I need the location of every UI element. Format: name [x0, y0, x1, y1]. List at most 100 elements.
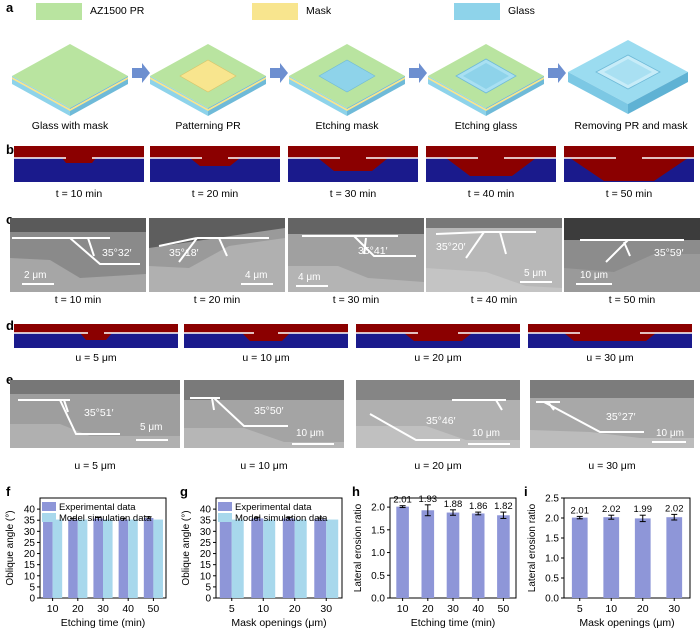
- y-tick-label: 20: [200, 549, 212, 560]
- sem-c-angle-1: 35°32′: [102, 247, 132, 259]
- legend-label: Model simulation data: [235, 513, 328, 524]
- x-tick-label: 20: [422, 603, 434, 615]
- bar: [497, 515, 510, 598]
- sem-e-4: 35°27′ 10 μm: [530, 380, 694, 448]
- bar: [666, 517, 683, 598]
- x-tick-label: 5: [577, 603, 583, 615]
- legend-swatch-mask: [252, 3, 298, 20]
- step-caption-4: Etching glass: [454, 120, 518, 132]
- legend-label-mask: Mask: [306, 5, 332, 17]
- legend-swatch-glass: [454, 3, 500, 20]
- sem-c-angle-2: 35°18′: [169, 247, 199, 259]
- sem-c-caption-4: t = 40 min: [470, 294, 518, 306]
- sem-c-scale-text-5: 10 μm: [580, 270, 608, 281]
- sim-b-3: [288, 146, 418, 182]
- sem-e-caption-3: u = 20 μm: [414, 460, 462, 472]
- block-glass-with-mask: [12, 44, 128, 116]
- sim-b-caption-3: t = 30 min: [329, 188, 377, 200]
- plot-frame: [215, 497, 343, 599]
- x-tick-label: 50: [498, 603, 510, 615]
- sem-e-angle-1: 35°51′: [84, 407, 114, 419]
- sem-c-4: 35°20′ 5 μm: [426, 218, 562, 292]
- sem-e-scale-text-4: 10 μm: [656, 428, 684, 439]
- bar: [396, 506, 409, 598]
- panel-label-d: d: [6, 318, 14, 333]
- data-label: 2.01: [571, 505, 590, 516]
- y-tick-label: 20: [24, 549, 36, 560]
- bar: [421, 510, 435, 598]
- sim-d-1: [14, 324, 178, 348]
- x-axis-label: Etching time (min): [61, 617, 146, 629]
- step-caption-5: Removing PR and mask: [574, 120, 688, 132]
- bar-simulation: [103, 519, 113, 598]
- sim-d-caption-1: u = 5 μm: [75, 352, 117, 364]
- x-tick-label: 20: [637, 603, 649, 615]
- sem-c-caption-2: t = 20 min: [193, 294, 241, 306]
- sim-b-5: [564, 146, 694, 182]
- data-label: 1.86: [469, 501, 488, 512]
- bar-experimental: [219, 518, 232, 598]
- sim-b-caption-1: t = 10 min: [55, 188, 103, 200]
- sim-b-2: [150, 146, 280, 182]
- x-axis-label: Mask openings (μm): [231, 617, 326, 629]
- y-tick-label: 2.5: [545, 494, 559, 505]
- y-tick-label: 5: [205, 582, 211, 593]
- y-tick-label: 25: [200, 538, 212, 549]
- panel-label-h: h: [352, 484, 360, 499]
- block-etching-glass: [428, 44, 544, 116]
- sem-c-caption-5: t = 50 min: [608, 294, 656, 306]
- y-tick-label: 35: [24, 516, 36, 527]
- data-label: 1.82: [494, 501, 513, 512]
- x-tick-label: 30: [320, 603, 332, 615]
- panel-label-c: c: [6, 212, 14, 227]
- sem-c-2: 35°18′ 4 μm: [149, 218, 285, 292]
- legend-label: Experimental data: [235, 502, 312, 513]
- y-tick-label: 0: [205, 594, 211, 605]
- sim-d-caption-2: u = 10 μm: [242, 352, 290, 364]
- bar-experimental: [93, 518, 103, 598]
- y-tick-label: 0.5: [545, 574, 559, 585]
- bar-simulation: [294, 519, 307, 598]
- process-diagram: [12, 40, 688, 116]
- data-label: 2.01: [393, 495, 412, 506]
- sem-c-scale-text-1: 2 μm: [24, 270, 46, 281]
- bar-simulation: [153, 519, 163, 598]
- y-tick-label: 1.5: [545, 534, 559, 545]
- sem-c-angle-3: 35°41′: [358, 245, 388, 257]
- bar-experimental: [68, 519, 78, 598]
- sem-e-scale-text-2: 10 μm: [296, 428, 324, 439]
- sem-e-caption-2: u = 10 μm: [240, 460, 288, 472]
- y-tick-label: 10: [200, 571, 212, 582]
- sim-d-2: [184, 324, 348, 348]
- sem-c-caption-3: t = 30 min: [332, 294, 380, 306]
- x-tick-label: 40: [122, 603, 134, 615]
- sim-b-row: [14, 146, 694, 182]
- bar-simulation: [128, 519, 138, 598]
- sem-e-1: 35°51′ 5 μm: [10, 380, 180, 448]
- bar-simulation: [326, 519, 339, 598]
- y-tick-label: 30: [200, 527, 212, 538]
- legend-label: Model simulation data: [59, 513, 152, 524]
- legend-swatch: [218, 502, 232, 511]
- x-tick-label: 20: [289, 603, 301, 615]
- y-tick-label: 40: [24, 505, 36, 516]
- sim-b-4: [426, 146, 556, 182]
- x-tick-label: 30: [447, 603, 459, 615]
- block-etching-mask: [289, 44, 405, 116]
- sem-c-angle-5: 35°59′: [654, 247, 684, 259]
- panel-label-f: f: [6, 484, 11, 499]
- chart-h: 0.0 0.5 1.0 1.5 2.0 Lateral erosion ratio Etch…: [353, 494, 517, 629]
- data-label: 1.99: [634, 504, 653, 515]
- legend-swatch: [42, 502, 56, 511]
- bar-experimental: [314, 519, 327, 598]
- y-axis-label: Lateral erosion ratio: [527, 503, 538, 592]
- panel-label-g: g: [180, 484, 188, 499]
- bar-simulation: [52, 519, 63, 598]
- x-tick-label: 50: [148, 603, 160, 615]
- y-tick-label: 15: [24, 560, 36, 571]
- y-tick-label: 0.5: [371, 571, 385, 582]
- panel-label-b: b: [6, 142, 14, 157]
- sem-e-3: 35°46′ 10 μm: [356, 380, 520, 448]
- step-caption-3: Etching mask: [315, 120, 379, 132]
